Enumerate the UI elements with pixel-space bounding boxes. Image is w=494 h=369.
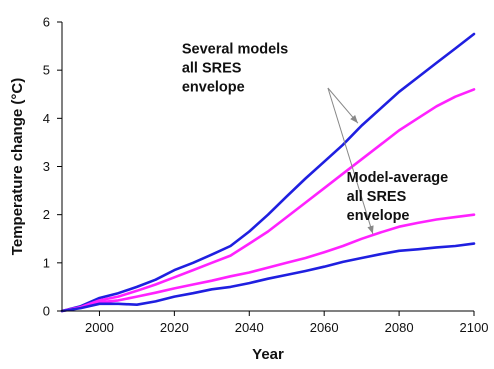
annotation-arrowhead <box>350 114 358 124</box>
annotation-layer: Several models all SRES envelope Model-aver… <box>182 41 449 235</box>
y-tick-label: 0 <box>43 304 50 319</box>
x-tick-label: 2100 <box>460 320 489 335</box>
y-tick-label: 1 <box>43 255 50 270</box>
y-tick-label: 3 <box>43 159 50 174</box>
series-line-4 <box>60 242 476 313</box>
x-ticks: 2000 2020 2040 2060 2080 2100 <box>85 311 488 335</box>
series-layer <box>60 32 476 313</box>
annotation-text: envelope <box>182 79 245 95</box>
annotation-arrow-line <box>327 87 374 235</box>
annotation-text: envelope <box>347 208 410 224</box>
x-tick-label: 2040 <box>235 320 264 335</box>
x-tick-label: 2080 <box>385 320 414 335</box>
x-tick-label: 2060 <box>310 320 339 335</box>
series-line-2 <box>60 88 476 313</box>
x-tick-label: 2020 <box>160 320 189 335</box>
y-ticks: 0 1 2 3 4 5 6 <box>43 15 62 319</box>
y-tick-label: 6 <box>43 15 50 30</box>
annotation-arrowhead <box>367 225 374 234</box>
annotation-text: Model-average <box>347 170 449 186</box>
x-axis-label: Year <box>252 346 284 363</box>
series-line-1 <box>60 32 476 313</box>
y-axis-label: Temperature change (°C) <box>9 78 26 255</box>
x-tick-label: 2000 <box>85 320 114 335</box>
series-line-3 <box>60 213 476 313</box>
annotation-text: all SRES <box>347 189 407 205</box>
y-tick-label: 2 <box>43 207 50 222</box>
annotation-text: all SRES <box>182 60 242 76</box>
y-tick-label: 4 <box>43 111 50 126</box>
y-tick-label: 5 <box>43 63 50 78</box>
annotation-text: Several models <box>182 41 288 57</box>
